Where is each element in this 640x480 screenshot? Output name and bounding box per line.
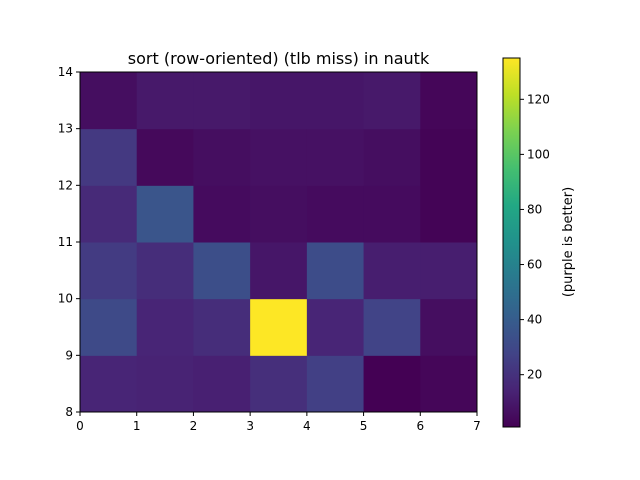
heatmap-cell xyxy=(193,242,251,300)
y-tick-label: 13 xyxy=(58,122,73,136)
heatmap-cell xyxy=(363,185,421,243)
x-tick-label: 2 xyxy=(190,419,198,433)
heatmap-cell xyxy=(250,185,308,243)
heatmap-cell xyxy=(80,242,138,300)
y-tick-label: 10 xyxy=(58,292,73,306)
heatmap-cell xyxy=(250,355,308,413)
colorbar-ticks: 20 40 60 80 100 120 xyxy=(520,92,550,382)
y-tick-label: 14 xyxy=(58,65,73,79)
heatmap-cell xyxy=(306,355,365,413)
heatmap-cell xyxy=(420,242,478,300)
chart-title: sort (row-oriented) (tlb miss) in nautk xyxy=(128,49,430,68)
colorbar-label: (purple is better) xyxy=(561,187,576,297)
heatmap-cell xyxy=(420,128,478,186)
heatmap-cell xyxy=(80,72,138,130)
heatmap-cell xyxy=(250,128,308,186)
heatmap-cell xyxy=(363,355,421,413)
heatmap-cell xyxy=(193,185,251,243)
heatmap-cell xyxy=(363,298,421,356)
heatmap-cell xyxy=(136,298,194,356)
heatmap-cell xyxy=(306,128,365,186)
heatmap-cell xyxy=(363,242,421,300)
heatmap-cell xyxy=(80,128,138,186)
x-tick-label: 4 xyxy=(303,419,311,433)
heatmap-cell xyxy=(193,298,251,356)
heatmap-cell xyxy=(136,185,194,243)
heatmap-cell xyxy=(80,185,138,243)
y-tick-label: 11 xyxy=(58,235,73,249)
heatmap-cell xyxy=(193,128,251,186)
colorbar-tick-label: 40 xyxy=(527,313,542,327)
y-tick-label: 9 xyxy=(65,348,73,362)
colorbar-tick-label: 20 xyxy=(527,368,542,382)
colorbar-tick-label: 100 xyxy=(527,147,550,161)
colorbar xyxy=(502,57,521,428)
y-tick-label: 12 xyxy=(58,178,73,192)
heatmap-cell xyxy=(80,298,138,356)
x-tick-label: 5 xyxy=(360,419,368,433)
heatmap-cell xyxy=(250,72,308,130)
heatmap-cell xyxy=(420,185,478,243)
heatmap-cell xyxy=(420,72,478,130)
heatmap-cell xyxy=(136,128,194,186)
heatmap-cell xyxy=(193,72,251,130)
y-axis: 8 9 10 11 12 13 14 xyxy=(58,65,80,419)
heatmap-cell xyxy=(363,128,421,186)
y-tick-label: 8 xyxy=(65,405,73,419)
x-tick-label: 3 xyxy=(246,419,254,433)
heatmap-cell xyxy=(136,242,194,300)
heatmap-cells xyxy=(80,72,478,413)
x-tick-label: 7 xyxy=(473,419,481,433)
heatmap-cell xyxy=(250,242,308,300)
heatmap-cell xyxy=(306,185,365,243)
heatmap-cell xyxy=(80,355,138,413)
colorbar-tick-label: 60 xyxy=(527,258,542,272)
heatmap-cell xyxy=(420,298,478,356)
heatmap-cell xyxy=(306,298,365,356)
x-tick-label: 1 xyxy=(133,419,141,433)
colorbar-tick-label: 120 xyxy=(527,92,550,106)
heatmap-cell xyxy=(306,242,365,300)
heatmap-cell xyxy=(136,72,194,130)
x-axis: 0 1 2 3 4 5 6 7 xyxy=(76,412,481,433)
x-tick-label: 0 xyxy=(76,419,84,433)
heatmap-cell xyxy=(193,355,251,413)
heatmap-cell xyxy=(306,72,365,130)
heatmap-cell xyxy=(363,72,421,130)
heatmap-cell xyxy=(250,298,308,356)
x-tick-label: 6 xyxy=(416,419,424,433)
heatmap-cell xyxy=(420,355,478,413)
heatmap-cell xyxy=(136,355,194,413)
colorbar-tick-label: 80 xyxy=(527,202,542,216)
